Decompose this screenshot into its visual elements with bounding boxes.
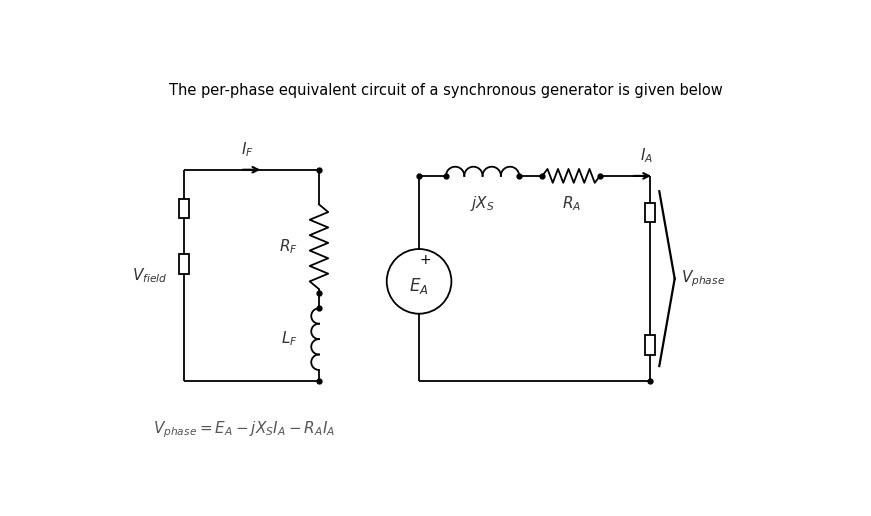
Text: $\mathit{L}_F$: $\mathit{L}_F$ <box>280 330 297 348</box>
Text: $\mathit{E}_A$: $\mathit{E}_A$ <box>409 276 429 296</box>
Bar <box>645 335 655 354</box>
Text: $\mathit{V}_{\mathit{phase}}$: $\mathit{V}_{\mathit{phase}}$ <box>681 268 725 289</box>
Bar <box>179 199 189 218</box>
Text: $\mathit{V}_{\mathit{field}}$: $\mathit{V}_{\mathit{field}}$ <box>132 266 167 285</box>
Text: $\mathit{V}_{\mathit{phase}} = \mathit{E}_{\mathit{A}} - \mathit{j}\mathit{X}_{\: $\mathit{V}_{\mathit{phase}} = \mathit{E… <box>153 420 335 440</box>
Text: +: + <box>420 253 431 267</box>
Text: The per-phase equivalent circuit of a synchronous generator is given below: The per-phase equivalent circuit of a sy… <box>169 84 723 99</box>
Text: $\mathit{jX_S}$: $\mathit{jX_S}$ <box>470 195 495 213</box>
Bar <box>179 254 189 273</box>
Text: $\mathit{R}_A$: $\mathit{R}_A$ <box>562 195 581 213</box>
Text: $\mathit{R}_F$: $\mathit{R}_F$ <box>279 237 297 256</box>
Text: $\mathit{I}_A$: $\mathit{I}_A$ <box>639 147 652 165</box>
Text: $\mathit{I}_F$: $\mathit{I}_F$ <box>241 140 254 159</box>
Bar <box>645 203 655 222</box>
